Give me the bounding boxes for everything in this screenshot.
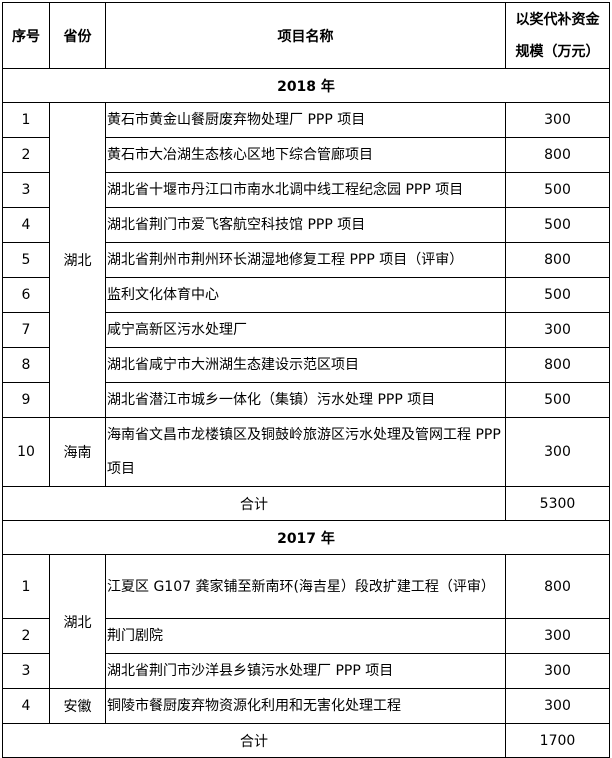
seq-cell: 1 xyxy=(2,554,50,619)
table-row: 4 安徽 铜陵市餐厨废弃物资源化利用和无害化处理工程 300 xyxy=(2,688,610,724)
table-row: 2 黄石市大冶湖生态核心区地下综合管廊项目 800 xyxy=(2,137,610,173)
project-name-cell: 咸宁高新区污水处理厂 xyxy=(105,312,506,348)
year-heading: 2018 年 xyxy=(2,68,610,103)
seq-cell: 6 xyxy=(2,277,50,313)
total-row: 合计 5300 xyxy=(2,486,610,521)
province-cell: 安徽 xyxy=(49,688,106,724)
project-name-cell: 湖北省潜江市城乡一体化（集镇）污水处理 PPP 项目 xyxy=(105,382,506,418)
table-row: 3 湖北省十堰市丹江口市南水北调中线工程纪念园 PPP 项目 500 xyxy=(2,172,610,208)
project-name-cell: 湖北省荆州市荆州环长湖湿地修复工程 PPP 项目（评审） xyxy=(105,242,506,278)
header-amount-line1: 以奖代补资金 xyxy=(515,11,600,28)
table-row: 1 湖北 黄石市黄金山餐厨废弃物处理厂 PPP 项目 300 xyxy=(2,102,610,418)
table-row: 9 湖北省潜江市城乡一体化（集镇）污水处理 PPP 项目 500 xyxy=(2,382,610,418)
table-row: 8 湖北省咸宁市大洲湖生态建设示范区项目 800 xyxy=(2,347,610,383)
seq-cell: 10 xyxy=(2,417,50,487)
seq-cell: 7 xyxy=(2,312,50,348)
amount-cell: 300 xyxy=(505,653,610,689)
seq-cell: 8 xyxy=(2,347,50,383)
header-row: 序号 省份 项目名称 以奖代补资金 规模（万元） xyxy=(2,2,610,69)
project-name-cell: 荆门剧院 xyxy=(105,618,506,654)
project-name-cell: 铜陵市餐厨废弃物资源化利用和无害化处理工程 xyxy=(105,688,506,724)
amount-cell: 300 xyxy=(505,102,610,138)
table-row: 5 湖北省荆州市荆州环长湖湿地修复工程 PPP 项目（评审） 800 xyxy=(2,242,610,278)
year-heading: 2017 年 xyxy=(2,520,610,555)
seq-cell: 1 xyxy=(2,102,50,138)
seq-cell: 3 xyxy=(2,172,50,208)
seq-cell: 9 xyxy=(2,382,50,418)
project-name-cell: 湖北省咸宁市大洲湖生态建设示范区项目 xyxy=(105,347,506,383)
amount-cell: 800 xyxy=(505,554,610,619)
seq-cell: 3 xyxy=(2,653,50,689)
project-name-cell: 监利文化体育中心 xyxy=(105,277,506,313)
amount-cell: 300 xyxy=(505,688,610,724)
province-cell: 湖北 xyxy=(49,554,106,689)
table-row: 6 监利文化体育中心 500 xyxy=(2,277,610,313)
total-amount: 5300 xyxy=(505,486,610,521)
seq-cell: 5 xyxy=(2,242,50,278)
year-row: 2018 年 xyxy=(2,68,610,103)
total-label: 合计 xyxy=(2,486,506,521)
project-name-cell: 江夏区 G107 龚家铺至新南环(海吉星）段改扩建工程（评审） xyxy=(105,554,506,619)
table-row: 2 荆门剧院 300 xyxy=(2,618,610,654)
header-amount-line2: 规模（万元） xyxy=(515,43,600,60)
header-amount: 以奖代补资金 规模（万元） xyxy=(505,2,610,69)
project-name-cell: 湖北省十堰市丹江口市南水北调中线工程纪念园 PPP 项目 xyxy=(105,172,506,208)
amount-cell: 800 xyxy=(505,137,610,173)
seq-cell: 4 xyxy=(2,688,50,724)
amount-cell: 500 xyxy=(505,207,610,243)
seq-cell: 4 xyxy=(2,207,50,243)
total-label: 合计 xyxy=(2,723,506,758)
province-cell: 湖北 xyxy=(49,102,106,418)
seq-cell: 2 xyxy=(2,618,50,654)
amount-cell: 500 xyxy=(505,382,610,418)
project-name-cell: 湖北省荆门市爱飞客航空科技馆 PPP 项目 xyxy=(105,207,506,243)
amount-cell: 500 xyxy=(505,277,610,313)
project-name-cell: 黄石市黄金山餐厨废弃物处理厂 PPP 项目 xyxy=(105,102,506,138)
amount-cell: 800 xyxy=(505,242,610,278)
total-amount: 1700 xyxy=(505,723,610,758)
header-seq: 序号 xyxy=(2,2,50,69)
project-name-cell: 湖北省荆门市沙洋县乡镇污水处理厂 PPP 项目 xyxy=(105,653,506,689)
project-name-cell: 海南省文昌市龙楼镇区及铜鼓岭旅游区污水处理及管网工程 PPP 项目 xyxy=(105,417,506,487)
table-row: 10 海南 海南省文昌市龙楼镇区及铜鼓岭旅游区污水处理及管网工程 PPP 项目 300 xyxy=(2,417,610,487)
amount-cell: 500 xyxy=(505,172,610,208)
year-row: 2017 年 xyxy=(2,520,610,555)
header-project: 项目名称 xyxy=(105,2,506,69)
header-province: 省份 xyxy=(49,2,106,69)
amount-cell: 800 xyxy=(505,347,610,383)
amount-cell: 300 xyxy=(505,417,610,487)
amount-cell: 300 xyxy=(505,618,610,654)
seq-cell: 2 xyxy=(2,137,50,173)
table-row: 1 湖北 江夏区 G107 龚家铺至新南环(海吉星）段改扩建工程（评审） 800 xyxy=(2,554,610,689)
province-cell: 海南 xyxy=(49,417,106,487)
total-row: 合计 1700 xyxy=(2,723,610,758)
project-name-cell: 黄石市大冶湖生态核心区地下综合管廊项目 xyxy=(105,137,506,173)
amount-cell: 300 xyxy=(505,312,610,348)
